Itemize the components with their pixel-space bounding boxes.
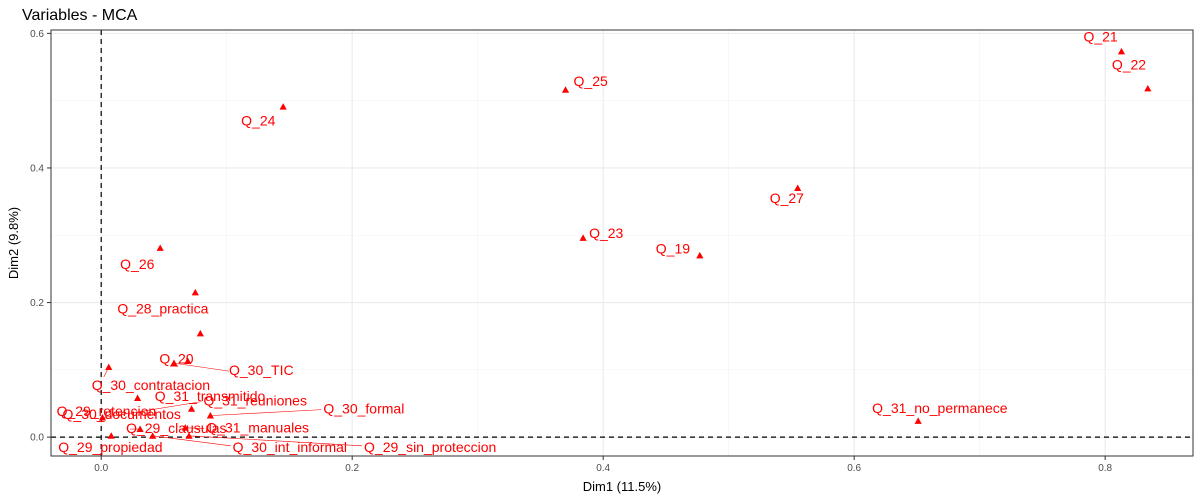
chart-title: Variables - MCA: [22, 7, 138, 24]
leader-line-q-30-int-informal: [152, 435, 231, 447]
point-q-30-formal: [206, 412, 214, 419]
point-q-31-reuniones: [98, 414, 107, 421]
point-q-24: [279, 103, 287, 110]
leader-line-q-30-tic: [173, 362, 230, 372]
point-q-21: [1117, 47, 1126, 55]
point-q-23: [579, 234, 587, 241]
label-q-25: Q_25: [574, 73, 608, 89]
label-q-24: Q_24: [241, 113, 275, 129]
point-q-31-transmitido: [184, 357, 192, 364]
y-tick-label: 0.2: [30, 298, 44, 309]
label-q-31-transmitido: Q_31_transmitido: [155, 388, 266, 404]
y-axis-title: Dim2 (9.8%): [6, 207, 21, 279]
label-q-30-tic: Q_30_TIC: [229, 362, 294, 378]
point-q-29-clausulas: [136, 425, 144, 432]
point-q-19: [696, 251, 704, 259]
label-q-30-int-informal: Q_30_int_informal: [233, 439, 347, 455]
label-q-28-practica: Q_28_practica: [117, 300, 208, 316]
label-q-29-propiedad: Q_29_propiedad: [58, 439, 162, 455]
x-tick-label: 0.2: [345, 463, 359, 474]
leader-line-q-29-sin-proteccion: [189, 435, 363, 447]
label-q-29-clausulas: Q_29_clausulas: [126, 420, 226, 436]
point-q-22: [1144, 84, 1152, 92]
x-tick-label: 0.6: [847, 463, 861, 474]
x-axis-title: Dim1 (11.5%): [583, 479, 662, 494]
y-tick-label: 0.0: [30, 433, 44, 444]
point-q-29-retencion: [133, 394, 142, 402]
x-tick-label: 0.4: [596, 463, 610, 474]
y-tick-label: 0.4: [30, 163, 44, 174]
point-q-29-propiedad: [107, 432, 115, 439]
label-q-29-sin-proteccion: Q_29_sin_proteccion: [364, 439, 496, 455]
reference-lines: [51, 30, 1193, 456]
label-q-31-no-permanece: Q_31_no_permanece: [872, 400, 1008, 416]
label-q-19: Q_19: [656, 240, 690, 256]
point-q-30-int-informal: [149, 432, 157, 439]
point-q-31-manuales: [181, 424, 189, 431]
label-leader-lines: [102, 362, 363, 447]
label-q-31-manuales: Q_31_manuales: [206, 420, 309, 436]
point-q-30-tic: [170, 359, 178, 367]
x-tick-label: 0.0: [94, 463, 108, 474]
leader-line-q-31-manuales: [185, 427, 205, 430]
tick-layer: 0.0 0.2 0.4 0.6 0.8 0.0 0.2 0.4 0.6: [30, 29, 1112, 474]
leader-line-q-30-formal: [210, 409, 322, 416]
points-layer: [98, 47, 1152, 439]
point-q-26: [156, 244, 164, 251]
label-q-21: Q_21: [1083, 29, 1117, 45]
point-q-30-documentos: [187, 405, 196, 412]
label-q-27: Q_27: [770, 190, 804, 206]
label-q-30-contratacion: Q_30_contratacion: [92, 377, 210, 393]
point-q-30-contratacion: [105, 363, 113, 371]
y-tick-label: 0.6: [30, 29, 44, 40]
label-q-26: Q_26: [120, 256, 154, 272]
point-q-25: [561, 86, 570, 93]
point-q-27: [794, 184, 802, 192]
point-q-20: [196, 329, 204, 337]
panel-border: [50, 29, 1194, 457]
label-q-20: Q_20: [159, 351, 193, 367]
point-q-31-no-permanece: [914, 417, 922, 424]
point-q-29-sin-proteccion: [185, 432, 193, 439]
x-tick-label: 0.8: [1098, 463, 1112, 474]
label-q-31-reuniones: Q_31_reuniones: [203, 393, 307, 409]
labels-layer: Q_21 Q_22 Q_25 Q_24 Q_27 Q_23 Q_19 Q_26 Q_28_pra…: [57, 29, 1147, 455]
label-q-22: Q_22: [1112, 57, 1146, 73]
grid-layer: [51, 30, 1193, 456]
label-q-29-retencion: Q_29_retencion: [57, 403, 157, 419]
label-q-23: Q_23: [589, 225, 623, 241]
label-q-30-formal: Q_30_formal: [323, 401, 404, 417]
leader-line-q-31-reuniones: [102, 401, 202, 418]
label-q-30-documentos: Q_30_documentos: [63, 406, 181, 422]
point-q-28-practica: [191, 288, 199, 296]
